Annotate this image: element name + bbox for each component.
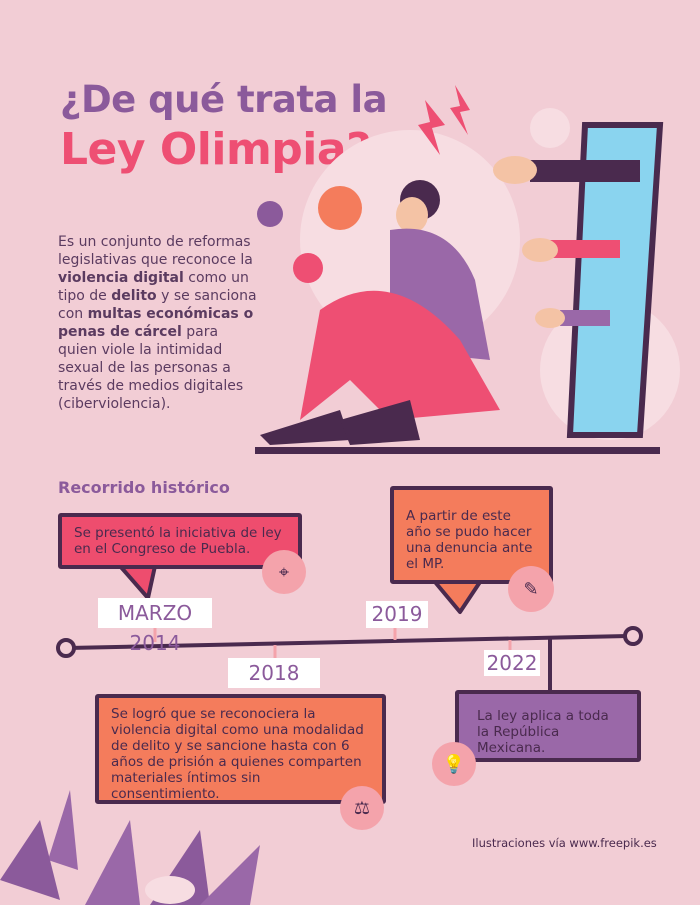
location-pin-icon: ⌖ — [262, 550, 306, 594]
gavel-icon: ⚖ — [340, 786, 384, 830]
date-label-2014: MARZO 2014 — [98, 598, 212, 655]
lightbulb-icon: 💡 — [432, 742, 476, 786]
event-box-2014: Se presentó la iniciativa de ley en el C… — [58, 513, 302, 569]
document-pen-icon: ✎ — [508, 566, 554, 612]
intro-paragraph: Es un conjunto de reformas legislativas … — [58, 233, 258, 413]
intro-text: como un tipo de — [58, 270, 249, 304]
title-line-1: ¿De qué trata la — [60, 78, 388, 121]
lightning-icon — [450, 85, 470, 135]
sad-face-icon — [318, 186, 362, 230]
timeline-heading: Recorrido histórico — [58, 478, 230, 497]
title-line-2: Ley Olimpia? — [60, 124, 372, 175]
illustration-credit: Ilustraciones vía www.freepik.es — [472, 836, 657, 850]
lightning-icon — [418, 100, 445, 155]
upset-face-icon — [257, 201, 283, 227]
event-text: Se presentó la iniciativa de ley en el C… — [74, 525, 282, 557]
angry-face-icon — [293, 253, 323, 283]
intro-bold: violencia digital — [58, 270, 184, 286]
event-box-2018: Se logró que se reconociera la violencia… — [95, 694, 386, 804]
date-label-2019: 2019 — [366, 601, 428, 628]
cyberviolence-illustration — [255, 85, 680, 454]
event-box-2022: La ley aplica a toda la República Mexica… — [455, 690, 641, 762]
event-text: A partir de este año se pudo hacer una d… — [406, 508, 533, 572]
intro-bold: multas económicas o penas de cárcel — [58, 306, 254, 340]
event-text: La ley aplica a toda la República Mexica… — [477, 708, 609, 756]
phone-screen — [566, 122, 664, 438]
date-label-2018: 2018 — [228, 658, 320, 688]
date-label-2022: 2022 — [484, 650, 540, 676]
intro-text: y se sanciona con — [58, 288, 257, 322]
intro-text: para quien viole la intimidad sexual de … — [58, 324, 244, 412]
intro-text: Es un conjunto de reformas legislativas … — [58, 234, 253, 268]
intro-bold: delito — [111, 288, 157, 304]
event-text: Se logró que se reconociera la violencia… — [111, 706, 364, 802]
